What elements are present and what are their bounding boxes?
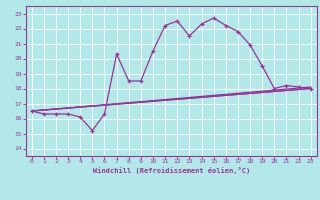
X-axis label: Windchill (Refroidissement éolien,°C): Windchill (Refroidissement éolien,°C)	[92, 167, 250, 174]
